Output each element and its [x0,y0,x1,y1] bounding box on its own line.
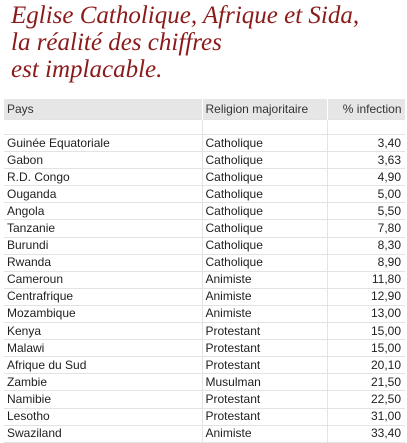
infection-rate-cell: 15,00 [327,339,405,358]
table-spacer-row [4,119,405,135]
religion-cell: Animiste [202,305,328,324]
country-cell: Angola [4,202,203,221]
religion-cell: Protestant [202,408,328,426]
infection-rate-cell: 3,40 [327,134,405,153]
column-header-infection: % infection [327,99,406,120]
table-row: R.D. Congo Catholique 4,90 [4,168,405,187]
table-row: Namibie Protestant 22,50 [4,390,405,409]
spacer-cell [202,119,328,135]
table-body: Guinée Equatoriale Catholique 3,40 Gabon Cat… [4,119,405,443]
religion-cell: Protestant [202,339,328,358]
infection-rate-cell: 5,50 [327,202,405,221]
country-cell: Lesotho [4,408,203,426]
country-cell: R.D. Congo [4,168,203,187]
religion-cell: Catholique [202,134,328,153]
country-cell: Rwanda [4,254,203,272]
infection-rate-cell: 22,50 [327,390,405,409]
religion-cell: Animiste [202,271,328,289]
infection-rate-cell: 12,90 [327,288,405,306]
table-row: Lesotho Protestant 31,00 [4,408,405,426]
country-cell: Afrique du Sud [4,356,203,375]
country-cell: Zambie [4,373,203,392]
country-cell: Guinée Equatoriale [4,134,203,153]
table-row: Zambie Musulman 21,50 [4,373,405,392]
table-row: Gabon Catholique 3,63 [4,151,405,170]
country-cell: Mozambique [4,305,203,324]
column-header-pays: Pays [4,99,203,120]
country-cell: Centrafrique [4,288,203,306]
infection-rate-cell: 8,30 [327,237,405,255]
infection-rate-cell: 4,90 [327,168,405,187]
country-cell: Tanzanie [4,219,203,238]
religion-cell: Catholique [202,168,328,187]
infection-rate-cell: 21,50 [327,373,405,392]
infection-rate-cell: 7,80 [327,219,405,238]
religion-cell: Catholique [202,151,328,170]
title-line-1: Eglise Catholique, Afrique et Sida, [11,2,360,29]
religion-cell: Musulman [202,373,328,392]
religion-cell: Catholique [202,202,328,221]
infection-rate-cell: 31,00 [327,408,405,426]
title-line-2: la réalité des chiffres [11,29,222,56]
country-cell: Namibie [4,390,203,409]
table-row: Malawi Protestant 15,00 [4,339,405,358]
religion-cell: Animiste [202,288,328,306]
country-cell: Malawi [4,339,203,358]
infection-rate-cell: 3,63 [327,151,405,170]
religion-cell: Protestant [202,356,328,375]
table-row: Mozambique Animiste 13,00 [4,305,405,324]
table-row: Burundi Catholique 8,30 [4,237,405,255]
table-row: Afrique du Sud Protestant 20,10 [4,356,405,375]
table-row: Kenya Protestant 15,00 [4,322,405,341]
table-row: Centrafrique Animiste 12,90 [4,288,405,306]
table-row: Swaziland Animiste 33,40 [4,425,405,443]
religion-cell: Protestant [202,390,328,409]
religion-cell: Protestant [202,322,328,341]
page-title: Eglise Catholique, Afrique et Sida, la r… [11,2,403,83]
spacer-cell [327,119,405,135]
infection-rate-cell: 33,40 [327,425,405,443]
table-row: Guinée Equatoriale Catholique 3,40 [4,134,405,153]
infection-rate-cell: 8,90 [327,254,405,272]
infection-rate-cell: 5,00 [327,185,405,204]
column-header-religion: Religion majoritaire [202,99,328,120]
country-cell: Gabon [4,151,203,170]
country-cell: Cameroun [4,271,203,289]
table-row: Ouganda Catholique 5,00 [4,185,405,204]
religion-cell: Catholique [202,185,328,204]
religion-cell: Catholique [202,219,328,238]
table-row: Cameroun Animiste 11,80 [4,271,405,289]
religion-cell: Catholique [202,254,328,272]
infection-rate-cell: 20,10 [327,356,405,375]
infection-rate-cell: 15,00 [327,322,405,341]
country-cell: Burundi [4,237,203,255]
table-row: Tanzanie Catholique 7,80 [4,219,405,238]
infection-rate-cell: 11,80 [327,271,405,289]
country-cell: Ouganda [4,185,203,204]
table-row: Rwanda Catholique 8,90 [4,254,405,272]
country-cell: Kenya [4,322,203,341]
spacer-cell [4,119,203,135]
infection-rate-cell: 13,00 [327,305,405,324]
title-line-3: est implacable. [11,56,163,83]
religion-cell: Catholique [202,237,328,255]
infection-table: Pays Religion majoritaire % infection Gu… [4,99,406,443]
table-row: Angola Catholique 5,50 [4,202,405,221]
table-header-row: Pays Religion majoritaire % infection [4,99,406,120]
